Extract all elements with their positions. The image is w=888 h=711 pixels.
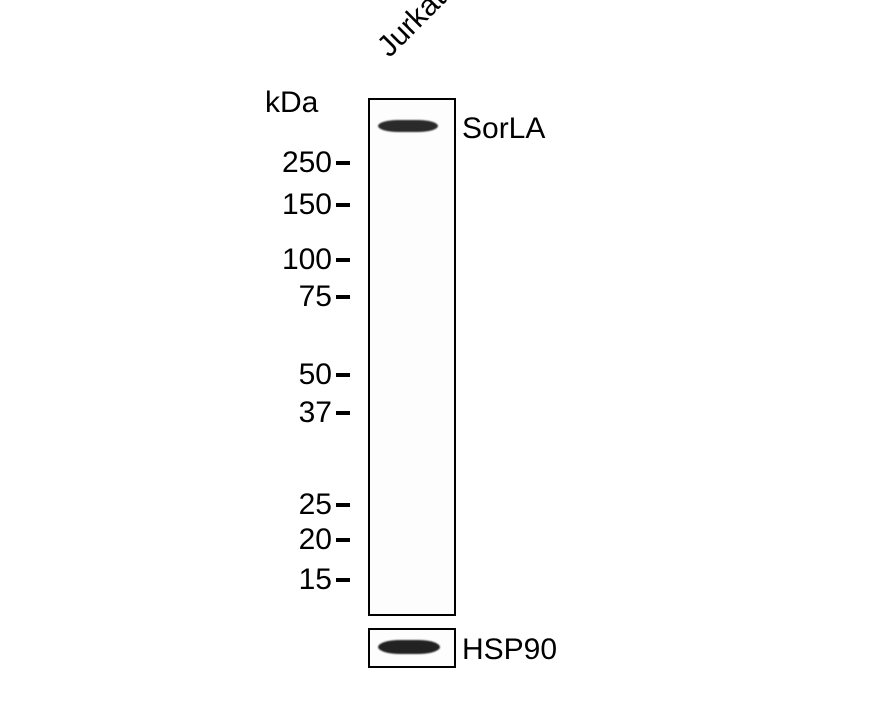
ladder-tick	[336, 295, 350, 299]
ladder-tick	[336, 203, 350, 207]
unit-label: kDa	[265, 86, 318, 120]
ladder-tick	[336, 538, 350, 542]
ladder-row: 100	[150, 245, 350, 275]
ladder-row: 37	[150, 398, 350, 428]
ladder-tick	[336, 411, 350, 415]
ladder-row: 250	[150, 148, 350, 178]
ladder-tick	[336, 373, 350, 377]
ladder-value: 150	[282, 188, 332, 222]
ladder-row: 75	[150, 282, 350, 312]
ladder-tick	[336, 161, 350, 165]
ladder-value: 250	[282, 146, 332, 180]
ladder-value: 20	[299, 523, 332, 557]
ladder-value: 37	[299, 396, 332, 430]
target-protein-label: SorLA	[462, 112, 545, 146]
ladder-tick	[336, 503, 350, 507]
loading-control-label: HSP90	[462, 633, 557, 667]
ladder-value: 75	[299, 280, 332, 314]
ladder-value: 50	[299, 358, 332, 392]
ladder-tick	[336, 258, 350, 262]
ladder-value: 100	[282, 243, 332, 277]
blot-lane	[368, 98, 456, 616]
ladder-row: 150	[150, 190, 350, 220]
ladder-tick	[336, 578, 350, 582]
western-blot-figure: kDa Jurkat 250 150 100 75 50 37 25	[150, 20, 750, 700]
sample-label: Jurkat	[371, 0, 453, 64]
ladder-row: 15	[150, 565, 350, 595]
ladder-value: 25	[299, 488, 332, 522]
band-hsp90	[378, 640, 440, 654]
ladder-value: 15	[299, 563, 332, 597]
ladder-row: 25	[150, 490, 350, 520]
ladder-row: 20	[150, 525, 350, 555]
band-sorla	[378, 120, 438, 132]
ladder-row: 50	[150, 360, 350, 390]
